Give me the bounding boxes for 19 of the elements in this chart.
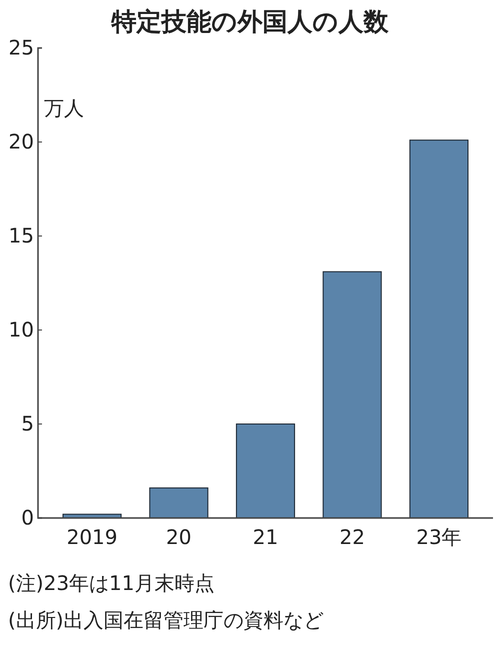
bar — [236, 424, 296, 518]
y-tick-label: 5 — [21, 411, 34, 436]
x-tick-label: 21 — [252, 525, 278, 550]
bar — [409, 140, 468, 518]
chart-title: 特定技能の外国人の人数 — [110, 7, 390, 36]
y-tick-label: 0 — [21, 505, 34, 530]
y-axis-title: 万人 — [44, 96, 84, 120]
text: (出所)出入国在留管理庁の資料など — [8, 608, 324, 632]
y-tick-label: 25 — [8, 35, 34, 60]
x-tick-label: 23年 — [416, 525, 462, 550]
y-tick-label: 20 — [8, 129, 34, 154]
bar — [149, 487, 208, 518]
x-tick-label: 20 — [166, 525, 192, 550]
text: (注)23年は11月末時点 — [8, 571, 215, 595]
x-tick-label: 2019 — [66, 525, 118, 550]
y-tick-label: 10 — [8, 317, 34, 342]
y-tick-label: 15 — [8, 223, 34, 248]
x-tick-label: 22 — [339, 525, 365, 550]
bar — [322, 271, 382, 518]
